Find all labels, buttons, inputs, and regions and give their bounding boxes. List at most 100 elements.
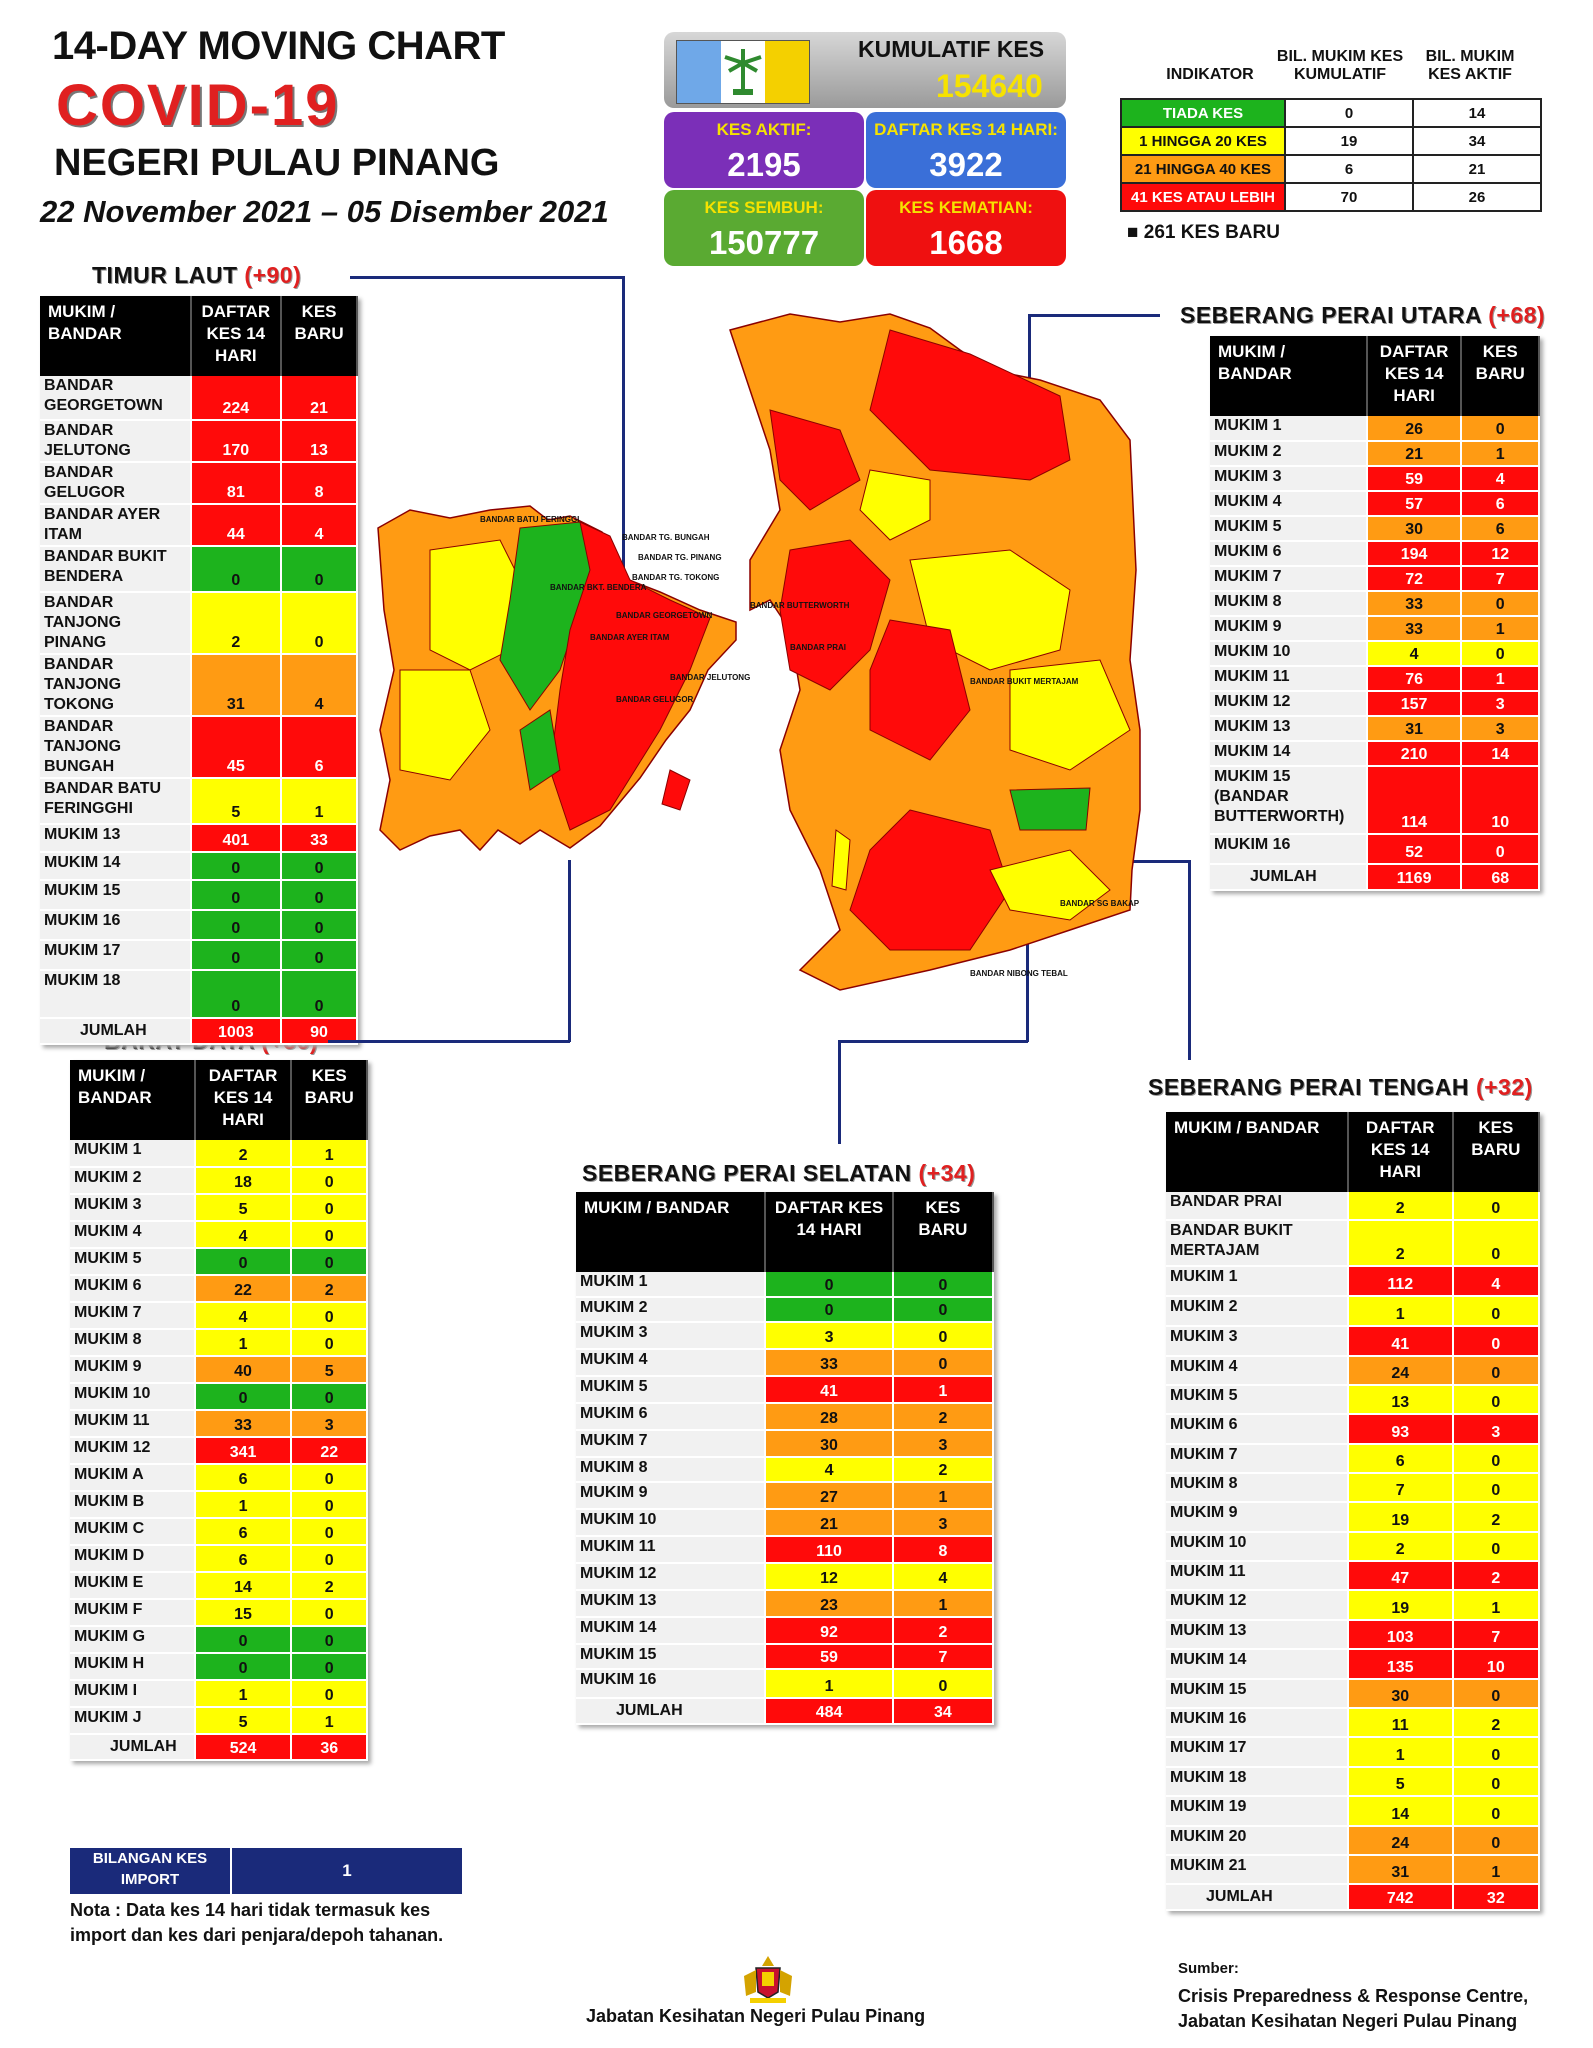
row-baru-value: 0: [281, 910, 358, 941]
table-header-row: MUKIM / BANDAR DAFTAR KES 14 HARI KES BARU: [1210, 336, 1540, 416]
row-baru-value: 0: [1461, 834, 1540, 865]
title-timur-laut-text: TIMUR LAUT: [92, 262, 238, 288]
row-daftar-value: 0: [190, 910, 283, 941]
row-name: MUKIM 4: [1166, 1356, 1349, 1386]
row-daftar-value: 31: [1347, 1855, 1454, 1885]
malaysia-coat-of-arms-icon: [744, 1956, 792, 2003]
row-baru-value: 1: [892, 1376, 995, 1404]
row-baru-value: 3: [1461, 691, 1540, 717]
row-daftar-value: 81: [190, 462, 283, 505]
row-name: MUKIM H: [70, 1653, 196, 1681]
row-name: MUKIM 20: [1166, 1826, 1349, 1856]
row-daftar-value: 112: [1347, 1266, 1454, 1297]
row-name: MUKIM 12: [1210, 691, 1368, 717]
table-row: MUKIM 11 110 8: [576, 1536, 995, 1564]
registered-14day-label: DAFTAR KES 14 HARI:: [874, 120, 1058, 139]
row-baru-value: 1: [892, 1482, 995, 1510]
table-row: MUKIM F 15 0: [70, 1599, 368, 1627]
row-daftar-value: 0: [190, 546, 283, 593]
header-name: MUKIM / BANDAR: [40, 296, 192, 376]
row-name: MUKIM F: [70, 1599, 196, 1627]
legend-row: TIADA KES 0 14: [1120, 98, 1542, 128]
legend-header-indicator: INDIKATOR: [1166, 66, 1254, 83]
row-name: MUKIM G: [70, 1626, 196, 1654]
row-daftar-value: 28: [765, 1403, 894, 1431]
legend-row: 21 HINGGA 40 KES 6 21: [1120, 154, 1542, 184]
map-label-nibong-tebal: BANDAR NIBONG TEBAL: [970, 969, 1068, 978]
row-name: BANDAR PRAI: [1166, 1192, 1349, 1221]
row-daftar-value: 33: [1366, 591, 1463, 617]
legend-cumulative-count: 0: [1284, 98, 1414, 128]
row-baru-value: 6: [1461, 516, 1540, 542]
total-baru-value: 36: [291, 1734, 368, 1761]
row-name: MUKIM 15: [1166, 1679, 1349, 1709]
row-baru-value: 0: [1452, 1192, 1541, 1221]
row-name: MUKIM 16: [576, 1669, 767, 1699]
row-baru-value: 4: [1461, 466, 1540, 492]
row-name: MUKIM 1: [70, 1140, 196, 1168]
table-row: MUKIM 7 30 3: [576, 1430, 995, 1458]
row-name: MUKIM 16: [1210, 834, 1368, 865]
row-name: MUKIM 15 (BANDAR BUTTERWORTH): [1210, 766, 1368, 835]
header-daftar: DAFTAR KES 14 HARI: [765, 1192, 894, 1272]
row-name: MUKIM 10: [576, 1509, 767, 1537]
aman-island: [831, 829, 851, 891]
total-baru-value: 32: [1452, 1884, 1541, 1911]
row-baru-value: 0: [1452, 1473, 1541, 1503]
row-baru-value: 0: [291, 1167, 368, 1195]
table-row: BANDAR TANJONG BUNGAH 45 6: [40, 716, 358, 779]
row-baru-value: 6: [1461, 491, 1540, 517]
row-daftar-value: 40: [194, 1356, 293, 1384]
table-row: MUKIM 1 26 0: [1210, 416, 1540, 442]
row-name: MUKIM 12: [1166, 1590, 1349, 1621]
table-barat-daya: MUKIM / BANDAR DAFTAR KES 14 HARI KES BARU…: [70, 1060, 368, 1761]
row-name: MUKIM 7: [576, 1430, 767, 1458]
row-daftar-value: 33: [194, 1410, 293, 1438]
row-daftar-value: 3: [765, 1322, 894, 1350]
row-baru-value: 0: [291, 1491, 368, 1519]
row-daftar-value: 45: [190, 716, 283, 779]
row-daftar-value: 13: [1347, 1385, 1454, 1415]
row-daftar-value: 26: [1366, 416, 1463, 442]
row-baru-value: 5: [291, 1356, 368, 1384]
row-baru-value: 1: [291, 1707, 368, 1735]
row-daftar-value: 210: [1366, 741, 1463, 767]
row-daftar-value: 92: [765, 1617, 894, 1645]
recovered-value: 150777: [708, 224, 820, 261]
row-name: BANDAR GELUGOR: [40, 462, 192, 505]
row-baru-value: 10: [1461, 766, 1540, 835]
row-daftar-value: 0: [765, 1272, 894, 1298]
row-baru-value: 1: [892, 1590, 995, 1618]
table-row: MUKIM 7 72 7: [1210, 566, 1540, 592]
row-name: BANDAR BUKIT MERTAJAM: [1166, 1220, 1349, 1267]
recovered-label: KES SEMBUH:: [704, 198, 824, 217]
row-name: MUKIM 14: [1166, 1649, 1349, 1680]
table-row: MUKIM 14 0 0: [40, 852, 358, 881]
table-row: MUKIM 2 21 1: [1210, 441, 1540, 467]
row-daftar-value: 24: [1347, 1356, 1454, 1386]
new-cases-note: ■ 261 KES BARU: [1127, 222, 1280, 243]
table-row: MUKIM 17 1 0: [1166, 1737, 1541, 1768]
legend-header-cumulative: BIL. MUKIM KES KUMULATIF: [1276, 48, 1404, 83]
row-daftar-value: 72: [1366, 566, 1463, 592]
row-name: MUKIM 15: [576, 1644, 767, 1670]
table-row: MUKIM 18 5 0: [1166, 1767, 1541, 1797]
row-name: MUKIM 6: [1166, 1414, 1349, 1445]
recovered-box: KES SEMBUH: 150777: [664, 190, 864, 266]
row-name: MUKIM 11: [1210, 666, 1368, 692]
row-daftar-value: 4: [765, 1457, 894, 1483]
row-baru-value: 1: [1452, 1855, 1541, 1885]
active-cases-box: KES AKTIF: 2195: [664, 112, 864, 188]
row-name: MUKIM 1: [1166, 1266, 1349, 1297]
header-baru: KES BARU: [291, 1060, 368, 1140]
row-daftar-value: 27: [765, 1482, 894, 1510]
footer-department: Jabatan Kesihatan Negeri Pulau Pinang: [586, 2006, 926, 2026]
table-row: MUKIM 10 4 0: [1210, 641, 1540, 667]
